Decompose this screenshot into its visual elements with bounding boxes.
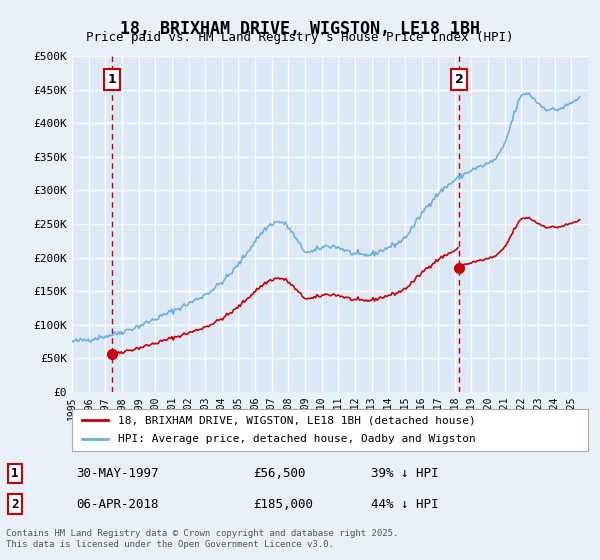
Text: 2: 2	[11, 497, 19, 511]
Text: 06-APR-2018: 06-APR-2018	[77, 497, 159, 511]
Text: 39% ↓ HPI: 39% ↓ HPI	[371, 466, 438, 480]
Text: 30-MAY-1997: 30-MAY-1997	[77, 466, 159, 480]
Text: 2: 2	[455, 73, 463, 86]
Text: £56,500: £56,500	[253, 466, 305, 480]
Text: 1: 1	[107, 73, 116, 86]
Text: 1: 1	[11, 466, 19, 480]
Text: Contains HM Land Registry data © Crown copyright and database right 2025.
This d: Contains HM Land Registry data © Crown c…	[6, 529, 398, 549]
Text: 18, BRIXHAM DRIVE, WIGSTON, LE18 1BH (detached house): 18, BRIXHAM DRIVE, WIGSTON, LE18 1BH (de…	[118, 415, 476, 425]
Text: 44% ↓ HPI: 44% ↓ HPI	[371, 497, 438, 511]
Text: Price paid vs. HM Land Registry's House Price Index (HPI): Price paid vs. HM Land Registry's House …	[86, 31, 514, 44]
Text: 18, BRIXHAM DRIVE, WIGSTON, LE18 1BH: 18, BRIXHAM DRIVE, WIGSTON, LE18 1BH	[120, 20, 480, 38]
Text: £185,000: £185,000	[253, 497, 313, 511]
Text: HPI: Average price, detached house, Oadby and Wigston: HPI: Average price, detached house, Oadb…	[118, 435, 476, 445]
